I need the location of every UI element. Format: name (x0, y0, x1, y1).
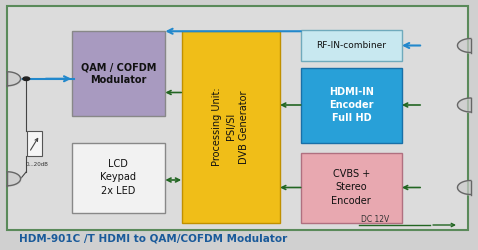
Text: HDM-901C /T HDMI to QAM/COFDM Modulator: HDM-901C /T HDMI to QAM/COFDM Modulator (19, 234, 287, 244)
Bar (27, 131, 42, 156)
FancyBboxPatch shape (72, 31, 165, 116)
Text: 0...20dB: 0...20dB (26, 162, 49, 167)
FancyBboxPatch shape (72, 142, 165, 212)
Text: HDMI-IN
Encoder
Full HD: HDMI-IN Encoder Full HD (329, 87, 374, 123)
Text: LCD
Keypad
2x LED: LCD Keypad 2x LED (100, 159, 136, 196)
FancyBboxPatch shape (7, 6, 468, 230)
Circle shape (23, 77, 30, 80)
Text: CVBS +
Stereo
Encoder: CVBS + Stereo Encoder (331, 169, 371, 206)
Text: QAM / COFDM
Modulator: QAM / COFDM Modulator (81, 62, 156, 85)
FancyBboxPatch shape (301, 152, 402, 222)
FancyBboxPatch shape (301, 68, 402, 142)
FancyBboxPatch shape (301, 30, 402, 61)
Text: RF-IN-combiner: RF-IN-combiner (316, 41, 386, 50)
Text: Processing Unit:
PSI/SI
DVB Generator: Processing Unit: PSI/SI DVB Generator (212, 88, 249, 166)
FancyBboxPatch shape (182, 31, 280, 222)
Text: DC 12V: DC 12V (361, 215, 389, 224)
